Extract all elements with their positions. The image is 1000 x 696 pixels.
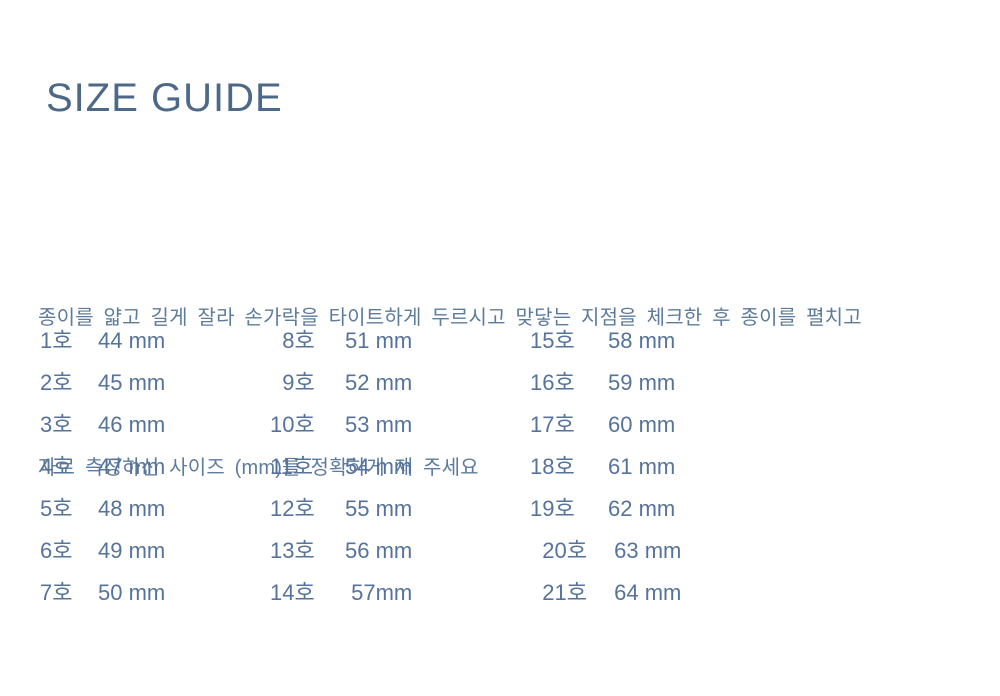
size-value: 53 mm (345, 412, 413, 437)
size-label: 17호 (530, 412, 575, 437)
size-value: 60 mm (608, 412, 676, 437)
size-label: 7호 (40, 580, 73, 605)
instruction-line-2: 자로 측정하신 사이즈 (mm)를 정확하게 재 주세요 (38, 457, 479, 479)
size-value: 61 mm (608, 454, 676, 479)
size-value: 62 mm (608, 496, 676, 521)
size-row: 11호 54 mm (270, 446, 412, 488)
size-value: 49 mm (98, 538, 166, 563)
size-column-3: 15호 58 mm 16호 59 mm 17호 60 mm 18호 61 mm 19호 6… (530, 320, 681, 614)
size-row: 18호 61 mm (530, 446, 681, 488)
size-value: 52 mm (345, 370, 413, 395)
size-row: 20호 63 mm (530, 530, 681, 572)
size-value: 56 mm (345, 538, 413, 563)
size-label: 21호 (530, 580, 587, 605)
size-label: 3호 (40, 412, 73, 437)
size-row: 5호 48 mm (40, 488, 165, 530)
size-label: 15호 (530, 328, 575, 353)
size-row: 4호 47 mm (40, 446, 165, 488)
size-row: 7호 50 mm (40, 572, 165, 614)
size-value: 44 mm (98, 328, 166, 353)
size-label: 12호 (270, 496, 315, 521)
size-label: 13호 (270, 538, 315, 563)
size-row: 15호 58 mm (530, 320, 681, 362)
size-column-2: 8호 51 mm 9호 52 mm 10호 53 mm 11호 54 mm 12호 55 … (270, 320, 412, 614)
size-value: 54 mm (345, 454, 413, 479)
size-row: 8호 51 mm (270, 320, 412, 362)
size-row: 2호 45 mm (40, 362, 165, 404)
size-column-1: 1호 44 mm 2호 45 mm 3호 46 mm 4호 47 mm 5호 48 mm … (40, 320, 165, 614)
size-row: 9호 52 mm (270, 362, 412, 404)
size-value: 55 mm (345, 496, 413, 521)
size-label: 9호 (270, 370, 315, 395)
size-row: 19호 62 mm (530, 488, 681, 530)
size-value: 64 mm (608, 580, 682, 605)
size-row: 6호 49 mm (40, 530, 165, 572)
page-title: SIZE GUIDE (46, 76, 283, 120)
size-row: 12호 55 mm (270, 488, 412, 530)
size-label: 5호 (40, 496, 73, 521)
size-row: 16호 59 mm (530, 362, 681, 404)
size-row: 14호 57mm (270, 572, 412, 614)
measurement-instructions: 종이를 얇고 길게 잘라 손가락을 타이트하게 두르시고 맞닿는 지점을 체크한… (38, 193, 862, 593)
size-value: 51 mm (345, 328, 413, 353)
size-row: 1호 44 mm (40, 320, 165, 362)
size-label: 11호 (270, 454, 314, 479)
size-value: 57mm (345, 580, 413, 605)
size-label: 1호 (40, 328, 73, 353)
size-row: 13호 56 mm (270, 530, 412, 572)
size-value: 58 mm (608, 328, 676, 353)
size-row: 10호 53 mm (270, 404, 412, 446)
size-row: 17호 60 mm (530, 404, 681, 446)
size-value: 63 mm (608, 538, 682, 563)
size-value: 47 mm (98, 454, 166, 479)
size-row: 21호 64 mm (530, 572, 681, 614)
size-label: 8호 (270, 328, 315, 353)
size-label: 14호 (270, 580, 315, 605)
size-label: 20호 (530, 538, 587, 563)
size-value: 45 mm (98, 370, 166, 395)
size-value: 59 mm (608, 370, 676, 395)
size-label: 10호 (270, 412, 315, 437)
size-label: 19호 (530, 496, 575, 521)
size-label: 4호 (40, 454, 73, 479)
instruction-line-1: 종이를 얇고 길게 잘라 손가락을 타이트하게 두르시고 맞닿는 지점을 체크한… (38, 307, 862, 329)
size-label: 18호 (530, 454, 575, 479)
size-value: 46 mm (98, 412, 166, 437)
size-label: 16호 (530, 370, 575, 395)
size-label: 2호 (40, 370, 73, 395)
size-value: 48 mm (98, 496, 166, 521)
size-row: 3호 46 mm (40, 404, 165, 446)
size-label: 6호 (40, 538, 73, 563)
size-value: 50 mm (98, 580, 166, 605)
